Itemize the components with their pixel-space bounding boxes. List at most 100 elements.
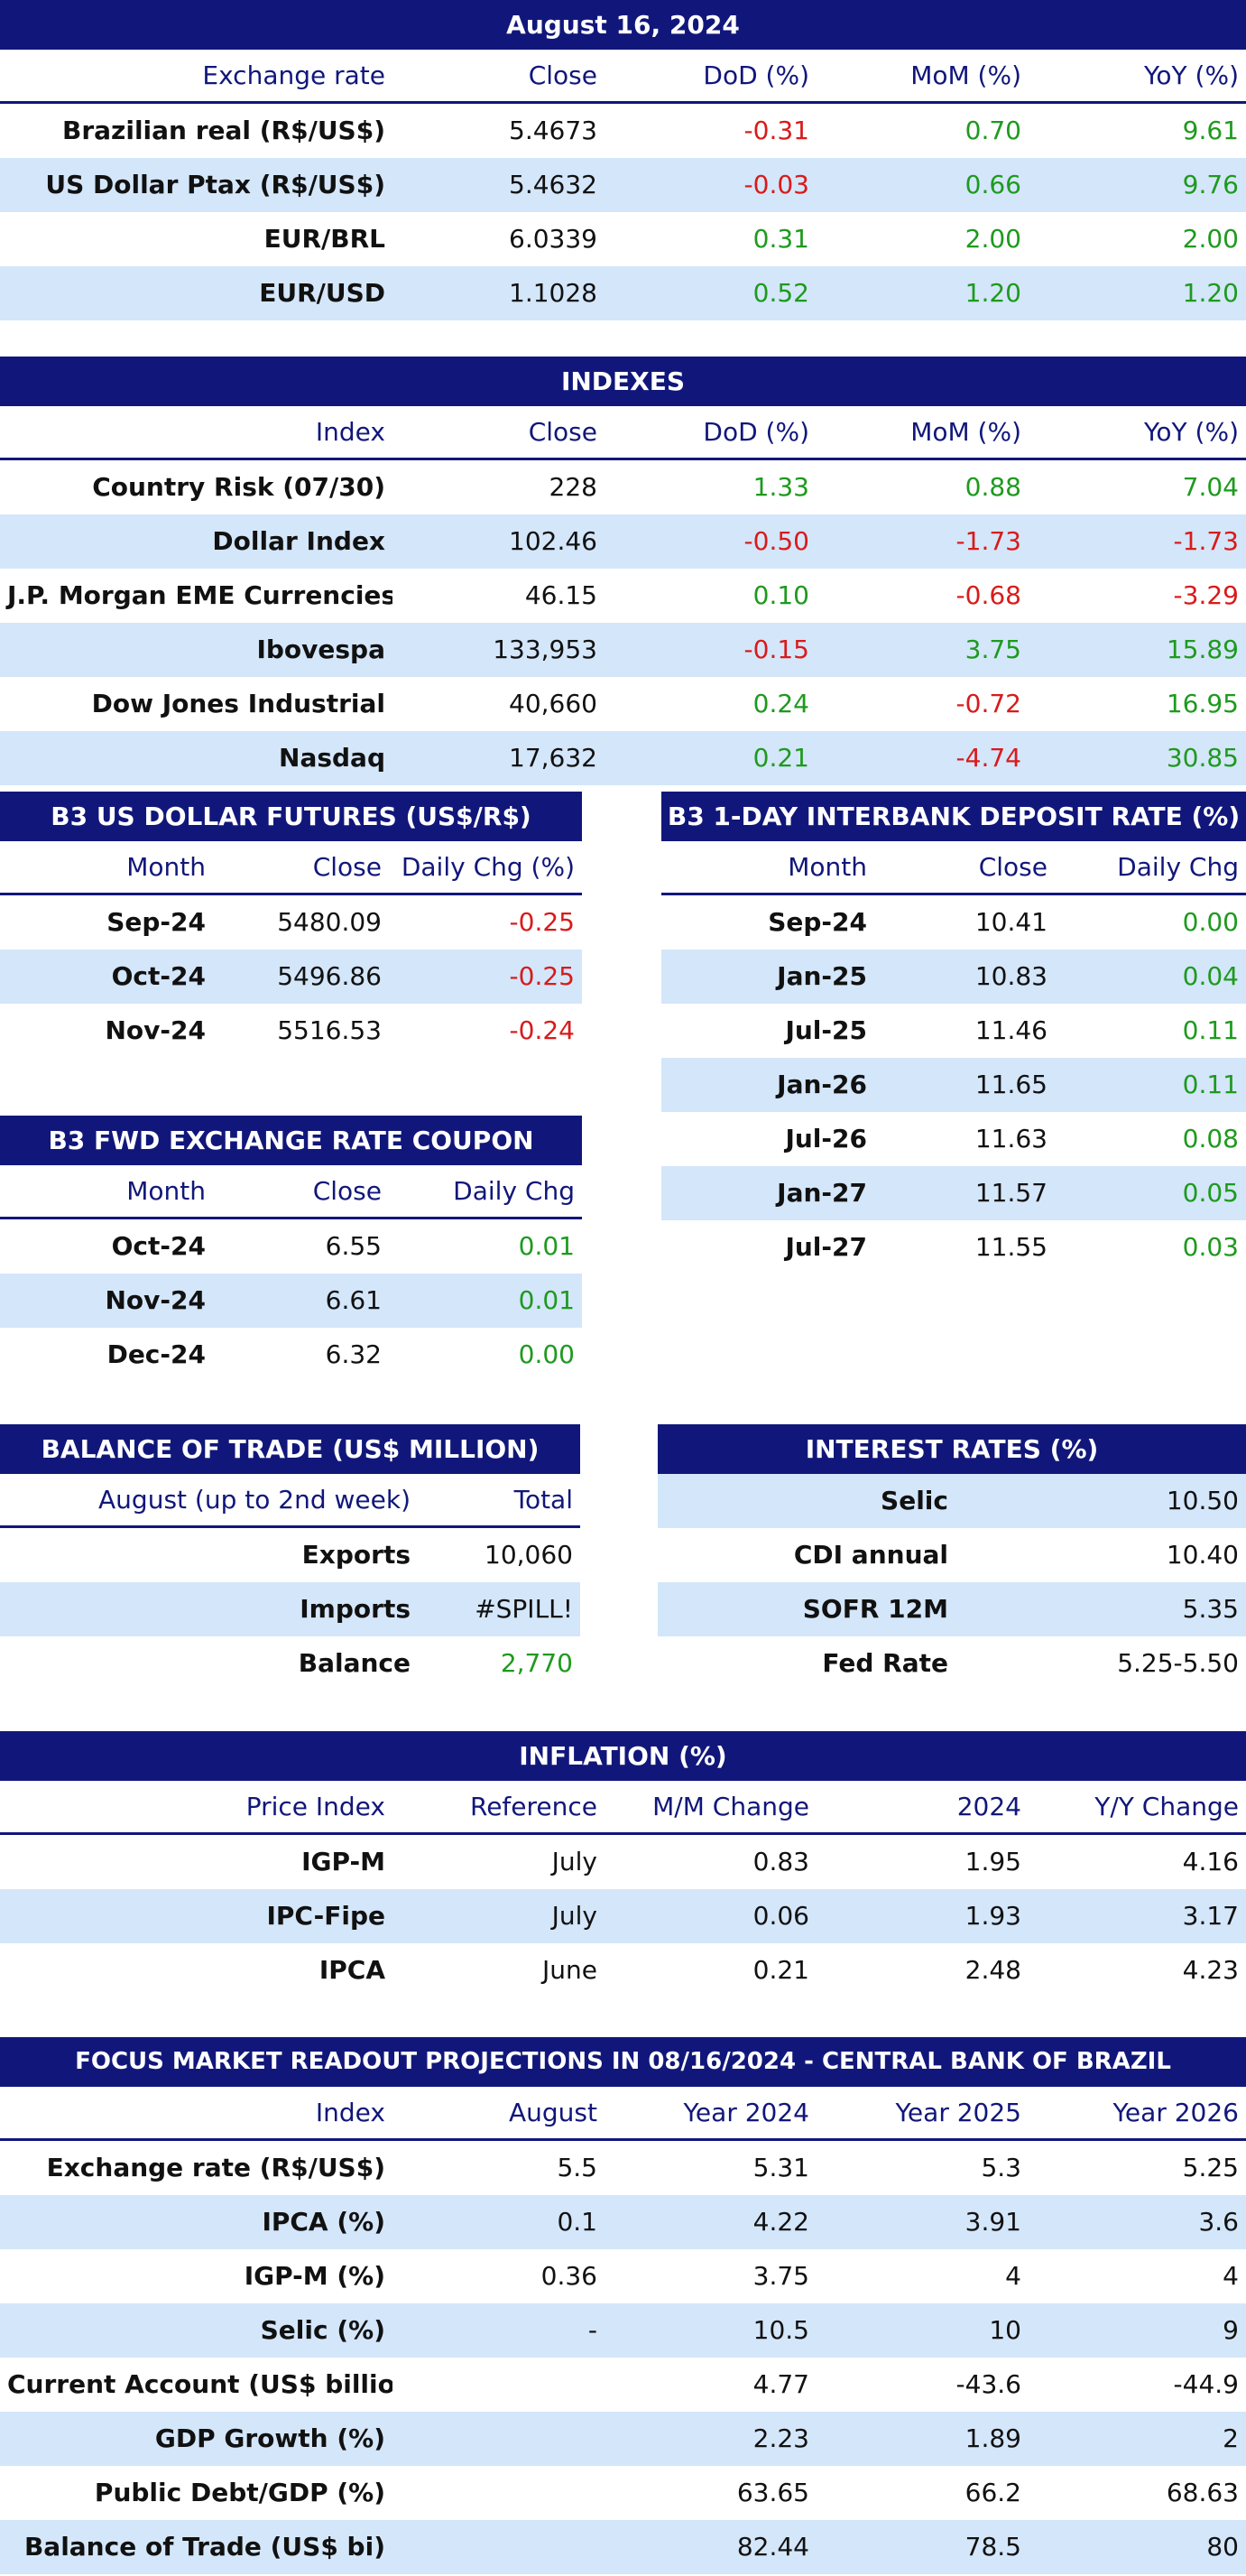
month-label: Oct-24 [0, 950, 213, 1004]
table-row: J.P. Morgan EME Currencies 46.15 0.10 -0… [0, 569, 1246, 623]
column-header: Index [0, 406, 392, 460]
close-value: 5.4673 [509, 116, 597, 145]
year-2026-value: 5.25 [1182, 2153, 1239, 2182]
yoy-value: 16.95 [1166, 689, 1239, 718]
year-2025-value: 78.5 [817, 2520, 1029, 2574]
reference-value: July [392, 1889, 605, 1943]
yoy-value: 7.04 [1182, 472, 1239, 502]
row-label: Dollar Index [0, 514, 392, 569]
column-header: Year 2025 [817, 2087, 1029, 2141]
year-2024-value: 4.22 [605, 2195, 817, 2249]
year-2026-value: 68.63 [1166, 2478, 1239, 2507]
column-header: Close [392, 50, 605, 104]
table-header: Month Close Daily Chg (%) [0, 841, 582, 895]
interbank-title: B3 1-DAY INTERBANK DEPOSIT RATE (%) [661, 792, 1246, 841]
year-2025-value: -43.6 [955, 2369, 1021, 2399]
year-2024-value: 10.5 [605, 2303, 817, 2358]
august-value: 0.1 [392, 2195, 605, 2249]
row-label: IPCA [318, 1955, 385, 1985]
inflation-table: Price Index Reference M/M Change 2024 Y/… [0, 1781, 1246, 1997]
column-header: Daily Chg (%) [389, 841, 582, 895]
table-row: Jul-26 11.63 0.08 [661, 1112, 1246, 1166]
close-value: 11.55 [974, 1232, 1048, 1262]
table-row: Nov-24 6.61 0.01 [0, 1274, 582, 1328]
year-2024-value: 3.75 [752, 2261, 809, 2291]
column-header: August [392, 2087, 605, 2141]
table-header: August (up to 2nd week) Total [0, 1474, 580, 1528]
table-row: Ibovespa 133,953 -0.15 3.75 15.89 [0, 623, 1246, 677]
month-label: Jan-25 [661, 950, 874, 1004]
close-value: 11.65 [874, 1058, 1055, 1112]
column-header: Close [213, 841, 389, 895]
year-2025-value: 1.89 [817, 2412, 1029, 2466]
table-row: Imports #SPILL! [0, 1582, 580, 1636]
table-row: Jan-27 11.57 0.05 [661, 1166, 1246, 1220]
row-label: IPCA (%) [0, 2195, 392, 2249]
row-label: J.P. Morgan EME Currencies [7, 580, 392, 610]
year-2024-value: 63.65 [736, 2478, 809, 2507]
table-row: EUR/USD 1.1028 0.52 1.20 1.20 [0, 266, 1246, 320]
year-2025-value: 3.91 [817, 2195, 1029, 2249]
total-value: 10,060 [485, 1540, 573, 1570]
row-label: IGP-M (%) [244, 2261, 385, 2291]
close-value: 10.41 [974, 907, 1048, 937]
close-value: 6.0339 [509, 224, 597, 254]
yy-change-value: 4.23 [1182, 1955, 1239, 1985]
year-2025-value: 5.3 [981, 2153, 1021, 2182]
year-2024-value: 4.77 [752, 2369, 809, 2399]
close-value: 40,660 [509, 689, 597, 718]
august-value: 0.36 [540, 2261, 597, 2291]
rate-label: Selic [658, 1474, 955, 1528]
column-header: Daily Chg [389, 1165, 582, 1219]
interbank-rate-table: Month Close Daily Chg Sep-24 10.41 0.00 … [661, 841, 1246, 1274]
table-row: Fed Rate 5.25-5.50 [658, 1636, 1246, 1691]
table-row: Sep-24 5480.09 -0.25 [0, 894, 582, 950]
focus-projections-section: FOCUS MARKET READOUT PROJECTIONS IN 08/1… [0, 2037, 1246, 2574]
close-value: 17,632 [392, 731, 605, 785]
column-header: DoD (%) [605, 406, 817, 460]
august-value [392, 2358, 605, 2412]
mm-change-value: 0.06 [605, 1889, 817, 1943]
column-header: Close [213, 1165, 389, 1219]
daily-change-value: 0.11 [1055, 1058, 1246, 1112]
dod-value: -0.15 [605, 623, 817, 677]
dod-value: -0.50 [605, 514, 817, 569]
year-2025-value: 4 [1005, 2261, 1021, 2291]
column-header: YoY (%) [1029, 406, 1246, 460]
table-row: Oct-24 5496.86 -0.25 [0, 950, 582, 1004]
dollar-futures-title: B3 US DOLLAR FUTURES (US$/R$) [0, 792, 582, 841]
daily-change-value: 0.01 [389, 1274, 582, 1328]
year-2026-value: -44.9 [1173, 2369, 1239, 2399]
close-value: 11.57 [874, 1166, 1055, 1220]
row-label: Balance of Trade (US$ bi) [0, 2520, 392, 2574]
dollar-futures-section: B3 US DOLLAR FUTURES (US$/R$) Month Clos… [0, 792, 582, 1058]
indexes-section: INDEXES Index Close DoD (%) MoM (%) YoY … [0, 357, 1246, 785]
daily-change-value: 0.05 [1055, 1166, 1246, 1220]
table-row: GDP Growth (%) 2.23 1.89 2 [0, 2412, 1246, 2466]
daily-change-value: 0.04 [1055, 950, 1246, 1004]
column-header: Daily Chg [1055, 841, 1246, 895]
table-row: Selic (%) - 10.5 10 9 [0, 2303, 1246, 2358]
row-label: Country Risk (07/30) [92, 472, 385, 502]
dod-value: 0.31 [752, 224, 809, 254]
mom-value: -0.72 [955, 689, 1021, 718]
row-label: IGP-M [301, 1847, 385, 1876]
yoy-value: 9.76 [1029, 158, 1246, 212]
month-label: Jul-25 [785, 1015, 867, 1045]
year-2025-value: 66.2 [964, 2478, 1021, 2507]
daily-change-value: 0.03 [1182, 1232, 1239, 1262]
row-label: Brazilian real (R$/US$) [62, 116, 385, 145]
yy-change-value: 3.17 [1029, 1889, 1246, 1943]
fwd-coupon-table: Month Close Daily Chg Oct-24 6.55 0.01 N… [0, 1165, 582, 1382]
yoy-value: 15.89 [1029, 623, 1246, 677]
dod-value: -0.31 [743, 116, 809, 145]
table-header: Price Index Reference M/M Change 2024 Y/… [0, 1781, 1246, 1835]
close-value: 6.61 [213, 1274, 389, 1328]
dod-value: 0.10 [752, 580, 809, 610]
table-header: Month Close Daily Chg [661, 841, 1246, 895]
daily-change-value: 0.00 [1182, 907, 1239, 937]
table-row: Public Debt/GDP (%) 63.65 66.2 68.63 [0, 2466, 1246, 2520]
column-header: Index [0, 2087, 392, 2141]
interbank-rate-section: B3 1-DAY INTERBANK DEPOSIT RATE (%) Mont… [661, 792, 1246, 1274]
year-2026-value: 9 [1029, 2303, 1246, 2358]
